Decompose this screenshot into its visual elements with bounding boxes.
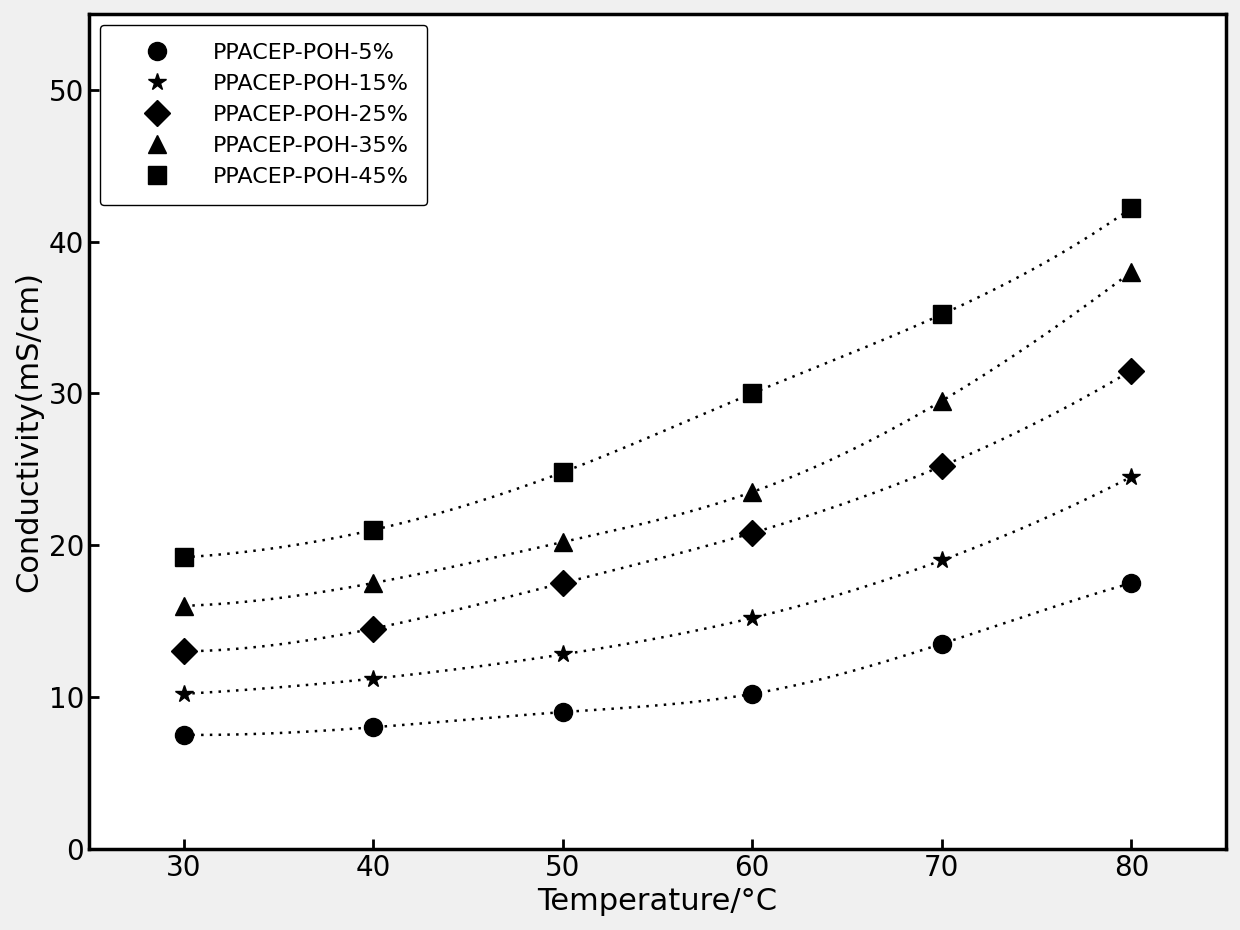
PPACEP-POH-5% bbox=[745, 688, 760, 699]
PPACEP-POH-15% bbox=[366, 673, 381, 684]
PPACEP-POH-25% bbox=[366, 623, 381, 634]
PPACEP-POH-35% bbox=[745, 486, 760, 498]
PPACEP-POH-5% bbox=[176, 729, 191, 740]
PPACEP-POH-35% bbox=[366, 578, 381, 589]
Legend: PPACEP-POH-5%, PPACEP-POH-15%, PPACEP-POH-25%, PPACEP-POH-35%, PPACEP-POH-45%: PPACEP-POH-5%, PPACEP-POH-15%, PPACEP-PO… bbox=[100, 25, 427, 205]
PPACEP-POH-45% bbox=[745, 388, 760, 399]
PPACEP-POH-45% bbox=[556, 467, 570, 478]
Line: PPACEP-POH-45%: PPACEP-POH-45% bbox=[175, 199, 1141, 566]
PPACEP-POH-45% bbox=[176, 551, 191, 563]
PPACEP-POH-35% bbox=[1123, 266, 1138, 277]
Line: PPACEP-POH-5%: PPACEP-POH-5% bbox=[175, 574, 1141, 744]
PPACEP-POH-45% bbox=[935, 309, 950, 320]
PPACEP-POH-25% bbox=[935, 460, 950, 472]
Line: PPACEP-POH-35%: PPACEP-POH-35% bbox=[175, 263, 1141, 615]
X-axis label: Temperature/°C: Temperature/°C bbox=[537, 887, 777, 916]
Line: PPACEP-POH-15%: PPACEP-POH-15% bbox=[175, 468, 1141, 703]
PPACEP-POH-5% bbox=[1123, 578, 1138, 589]
PPACEP-POH-25% bbox=[176, 645, 191, 657]
PPACEP-POH-35% bbox=[176, 600, 191, 611]
PPACEP-POH-15% bbox=[176, 688, 191, 699]
PPACEP-POH-15% bbox=[1123, 472, 1138, 483]
PPACEP-POH-15% bbox=[745, 612, 760, 623]
PPACEP-POH-25% bbox=[1123, 365, 1138, 376]
PPACEP-POH-5% bbox=[556, 707, 570, 718]
PPACEP-POH-35% bbox=[935, 395, 950, 406]
Line: PPACEP-POH-25%: PPACEP-POH-25% bbox=[175, 362, 1141, 660]
PPACEP-POH-5% bbox=[935, 638, 950, 649]
Y-axis label: Conductivity(mS/cm): Conductivity(mS/cm) bbox=[14, 271, 43, 591]
PPACEP-POH-45% bbox=[1123, 203, 1138, 214]
PPACEP-POH-35% bbox=[556, 537, 570, 548]
PPACEP-POH-25% bbox=[745, 527, 760, 538]
PPACEP-POH-45% bbox=[366, 525, 381, 536]
PPACEP-POH-15% bbox=[556, 649, 570, 660]
PPACEP-POH-15% bbox=[935, 554, 950, 565]
PPACEP-POH-5% bbox=[366, 722, 381, 733]
PPACEP-POH-25% bbox=[556, 578, 570, 589]
